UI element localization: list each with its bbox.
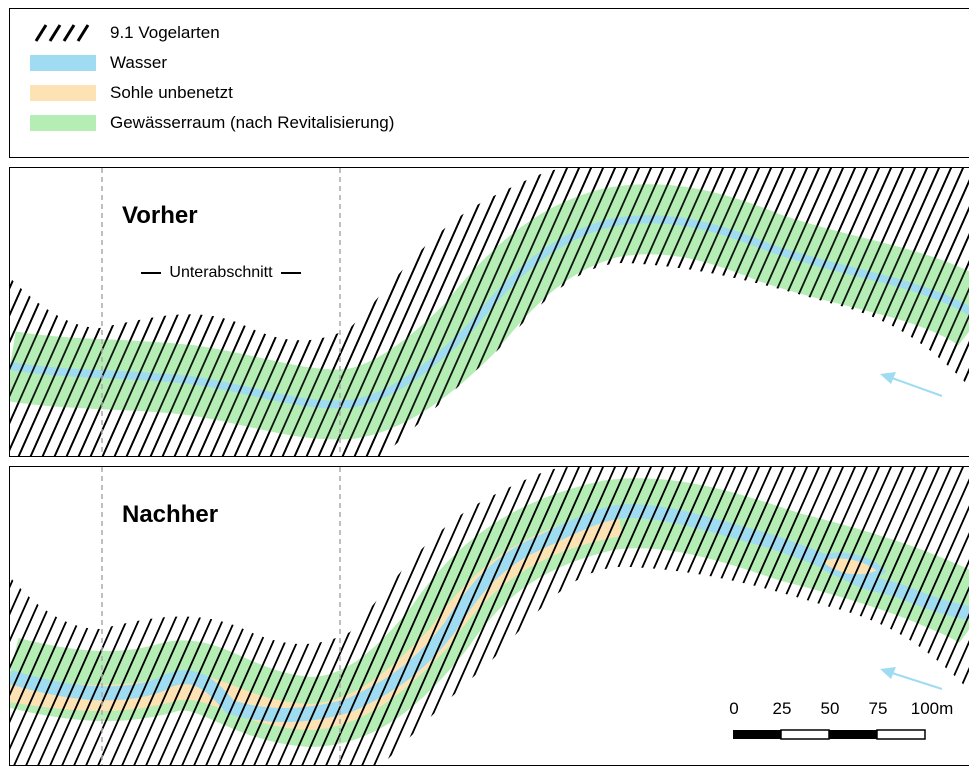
scale-label-100m: 100m bbox=[910, 699, 954, 718]
legend-label-space: Gewässerraum (nach Revitalisierung) bbox=[110, 113, 395, 132]
legend-item-water: Wasser bbox=[30, 53, 167, 73]
scale-label-50: 50 bbox=[820, 699, 840, 718]
map-before-canvas bbox=[10, 168, 969, 456]
water-swatch bbox=[30, 55, 96, 71]
legend-label-hatch: 9.1 Vogelarten bbox=[110, 23, 220, 42]
map-after-panel: Nachher 0 25 50 75 100m bbox=[9, 466, 969, 766]
space-swatch bbox=[30, 115, 96, 131]
scale-label-25: 25 bbox=[772, 699, 792, 718]
legend-label-water: Wasser bbox=[110, 53, 167, 72]
map-before-title: Vorher bbox=[122, 202, 198, 229]
scale-bar bbox=[733, 729, 926, 740]
scale-seg-2 bbox=[780, 729, 830, 740]
scale-seg-1 bbox=[733, 730, 781, 739]
scale-label-75: 75 bbox=[868, 699, 888, 718]
flow-direction-arrow-icon bbox=[880, 667, 943, 690]
scale-label-0: 0 bbox=[729, 699, 739, 718]
legend-item-space: Gewässerraum (nach Revitalisierung) bbox=[30, 113, 394, 133]
bed-swatch bbox=[30, 85, 96, 101]
sub-section-dash-left bbox=[141, 272, 162, 274]
habitat-hatch-overlay bbox=[10, 168, 969, 456]
map-after-title: Nachher bbox=[122, 501, 219, 528]
sub-section-label: Unterabschnitt bbox=[169, 264, 273, 281]
legend-item-bed: Sohle unbenetzt bbox=[30, 83, 233, 103]
map-after-canvas bbox=[10, 467, 969, 765]
sub-section-dash-right bbox=[280, 272, 301, 274]
habitat-hatch-area bbox=[10, 467, 969, 765]
scale-seg-3 bbox=[829, 730, 877, 739]
legend-panel: 9.1 Vogelarten Wasser Sohle unbenetzt Ge… bbox=[9, 8, 969, 158]
legend-label-bed: Sohle unbenetzt bbox=[110, 83, 233, 102]
map-before-panel: Vorher Unterabschnitt bbox=[9, 167, 969, 457]
legend-item-hatch: 9.1 Vogelarten bbox=[30, 23, 220, 43]
flow-direction-arrow-icon bbox=[880, 372, 943, 397]
sub-section-indicator: Unterabschnitt bbox=[106, 263, 336, 283]
scale-seg-4 bbox=[876, 729, 926, 740]
hatch-swatch-icon bbox=[34, 24, 90, 42]
